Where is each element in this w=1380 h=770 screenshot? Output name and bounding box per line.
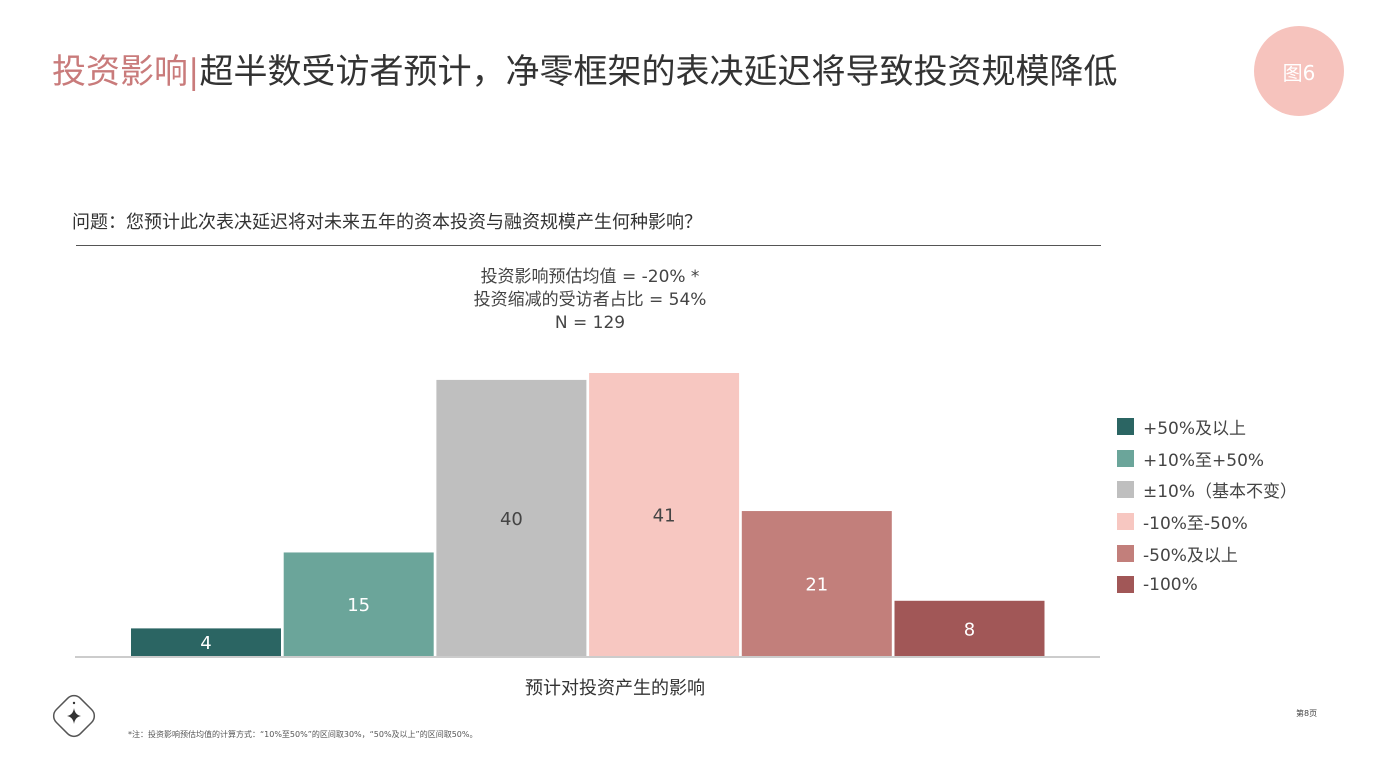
data-label: 40 [500,509,523,530]
legend-item: -10%至-50% [1117,506,1297,538]
legend-label: +10%至+50% [1143,450,1265,471]
page-title: 投资影响|超半数受访者预计，净零框架的表决延迟将导致投资规模降低 [52,44,1117,93]
title-accent: 投资影响 [52,52,188,92]
footnote: *注：投资影响预估均值的计算方式：“10%至50%”的区间取30%，“50%及以… [128,730,478,739]
figure-badge: 图6 [1254,26,1344,116]
legend-label: -10%至-50% [1143,514,1248,535]
bar-1 [283,552,434,656]
stat-n: N = 129 [554,313,626,333]
legend-item: ±10%（基本不变） [1117,474,1297,506]
legend-label: -50%及以上 [1143,545,1238,566]
legend-label: +50%及以上 [1143,419,1247,440]
bar-4 [741,511,892,656]
legend-swatch [1117,418,1134,436]
data-label: 21 [805,575,828,596]
legend-label: ±10%（基本不变） [1143,482,1298,503]
title-separator: | [188,52,200,92]
question-text: 问题：您预计此次表决延迟将对未来五年的资本投资与融资规模产生何种影响？ [72,212,702,233]
divider [76,245,1101,246]
legend-item: -50%及以上 [1117,537,1297,569]
legend-label: -100% [1143,574,1198,595]
page-number: 第8页 [1296,709,1318,718]
data-label: 41 [653,506,676,527]
legend-swatch [1117,513,1134,531]
legend-swatch [1117,481,1134,499]
legend-item: -100% [1117,569,1297,601]
legend-item: +10%至+50% [1117,443,1297,475]
legend: +50%及以上 +10%至+50% ±10%（基本不变） -10%至-50% -50%及… [1117,411,1297,601]
bar-5 [894,600,1045,656]
data-label: 8 [964,619,975,640]
logo-icon [52,694,96,738]
stat-share: 投资缩减的受访者占比 = 54% [473,290,707,310]
x-axis-label: 预计对投资产生的影响 [525,678,705,699]
title-main: 超半数受访者预计，净零框架的表决延迟将导致投资规模降低 [199,52,1118,92]
legend-swatch [1117,576,1134,594]
bar-0 [131,628,281,656]
stats-block: 投资影响预估均值 = -20% * 投资缩减的受访者占比 = 54% N = 1… [390,266,790,335]
data-label: 15 [347,595,370,616]
stat-mean: 投资影响预估均值 = -20% * [480,267,700,287]
bar-2 [436,379,587,656]
legend-swatch [1117,544,1134,562]
bar-3 [589,373,740,656]
data-label: 4 [200,633,211,654]
legend-item: +50%及以上 [1117,411,1297,443]
legend-swatch [1117,449,1134,467]
